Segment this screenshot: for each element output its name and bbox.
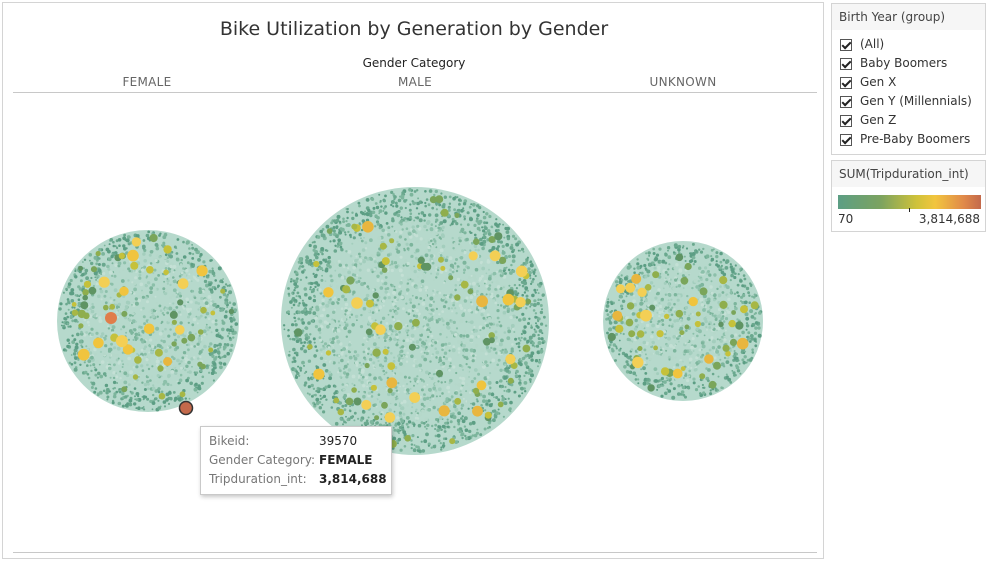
- tooltip-row-gender: Gender Category: FEMALE: [209, 453, 383, 472]
- filter-option-label: Gen Y (Millennials): [860, 94, 972, 108]
- birth-year-filter-card: Birth Year (group) (All) Baby Boomers Ge…: [831, 3, 986, 155]
- filter-option-gen-x[interactable]: Gen X: [832, 75, 985, 94]
- filter-option-label: Baby Boomers: [860, 56, 948, 70]
- legend-min-label: 70: [838, 212, 854, 226]
- filter-option-all[interactable]: (All): [832, 37, 985, 56]
- column-header-unknown[interactable]: UNKNOWN: [649, 75, 717, 89]
- header-divider: [13, 92, 817, 93]
- tooltip-label: Gender Category:: [209, 453, 316, 467]
- mark-tooltip: Bikeid: 39570 Gender Category: FEMALE Tr…: [200, 426, 392, 495]
- checkbox-checked-icon[interactable]: [840, 96, 852, 108]
- bubble-cluster-male: [281, 187, 549, 455]
- filter-option-label: Pre-Baby Boomers: [860, 132, 971, 146]
- column-header-female[interactable]: FEMALE: [122, 75, 172, 89]
- column-header-male[interactable]: MALE: [397, 75, 433, 89]
- tooltip-value: 39570: [319, 434, 358, 448]
- checkbox-checked-icon[interactable]: [840, 39, 852, 51]
- legend-max-label: 3,814,688: [918, 212, 980, 226]
- filter-title: Birth Year (group): [832, 4, 985, 30]
- checkbox-checked-icon[interactable]: [840, 134, 852, 146]
- tooltip-label: Bikeid:: [209, 434, 250, 448]
- high-value-bubble[interactable]: [105, 312, 117, 324]
- color-legend-card: SUM(Tripduration_int) 70 3,814,688: [831, 160, 986, 232]
- tooltip-value: FEMALE: [319, 453, 373, 467]
- legend-title: SUM(Tripduration_int): [832, 161, 985, 187]
- bottom-divider: [13, 552, 817, 553]
- legend-tick: [909, 208, 910, 212]
- gender-category-header: Gender Category: [362, 56, 466, 70]
- tooltip-row-bikeid: Bikeid: 39570: [209, 434, 383, 453]
- filter-list: (All) Baby Boomers Gen X Gen Y (Millenni…: [832, 30, 985, 151]
- checkbox-checked-icon[interactable]: [840, 58, 852, 70]
- tooltip-value: 3,814,688: [319, 472, 387, 486]
- checkbox-checked-icon[interactable]: [840, 115, 852, 127]
- bubble-cluster-unknown: [603, 241, 763, 401]
- chart-title: Bike Utilization by Generation by Gender: [219, 18, 609, 40]
- tooltip-label: Tripduration_int:: [209, 472, 307, 486]
- filter-option-gen-z[interactable]: Gen Z: [832, 113, 985, 132]
- filter-option-label: Gen Z: [860, 113, 897, 127]
- filter-option-label: Gen X: [860, 75, 897, 89]
- worksheet-view: Bike Utilization by Generation by Gender…: [2, 2, 824, 559]
- filter-option-label: (All): [860, 37, 885, 51]
- packed-bubble-chart: [57, 187, 763, 455]
- filter-option-pre-baby-boomers[interactable]: Pre-Baby Boomers: [832, 132, 985, 151]
- selected-bubble[interactable]: [178, 400, 194, 416]
- bubble-cluster-female: [57, 230, 239, 412]
- checkbox-checked-icon[interactable]: [840, 77, 852, 89]
- tooltip-row-tripduration: Tripduration_int: 3,814,688: [209, 472, 387, 491]
- filter-option-baby-boomers[interactable]: Baby Boomers: [832, 56, 985, 75]
- filter-option-gen-y[interactable]: Gen Y (Millennials): [832, 94, 985, 113]
- color-gradient-bar: [838, 195, 981, 209]
